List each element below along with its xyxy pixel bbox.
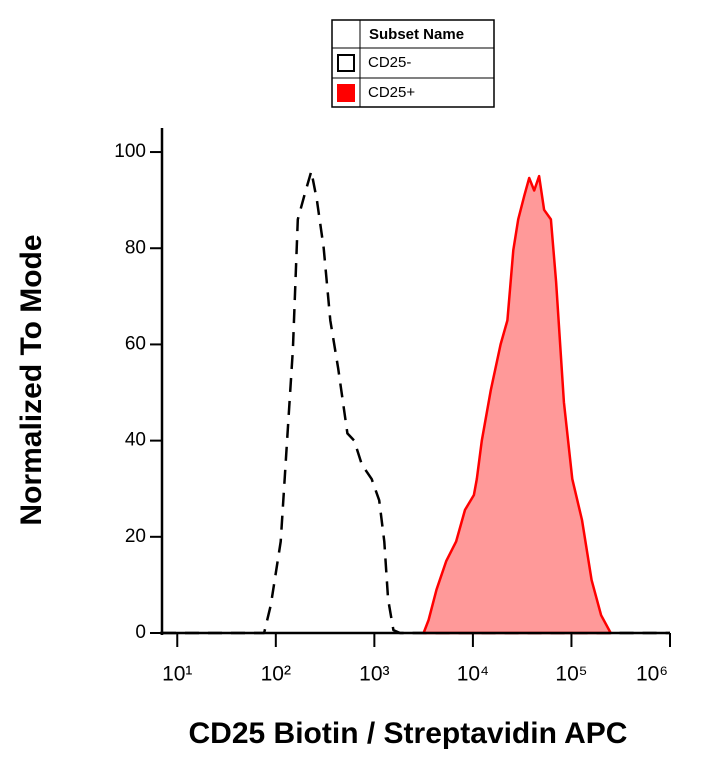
x-tick-label: 10⁶ [636,663,668,686]
y-tick-label: 80 [125,237,146,258]
legend-label: CD25- [368,54,411,71]
x-tick-label: 10¹ [162,663,192,686]
y-tick-label: 100 [114,141,146,162]
series-line [162,170,670,635]
y-tick-label: 20 [125,526,146,547]
y-tick-label: 60 [125,333,146,354]
x-tick-label: 10⁴ [457,663,489,686]
legend-swatch [337,54,355,72]
x-tick-label: 10³ [359,663,389,686]
legend-title: Subset Name [369,26,464,43]
x-tick-label: 10⁵ [555,663,587,686]
legend-box [331,19,495,108]
legend-swatch [337,84,355,102]
series-line [422,174,612,635]
legend-label: CD25+ [368,84,415,101]
x-axis-title: CD25 Biotin / Streptavidin APC [189,717,628,750]
y-tick-label: 0 [135,622,146,643]
y-tick-label: 40 [125,430,146,451]
x-tick-label: 10² [261,663,291,686]
y-axis-title: Normalized To Mode [15,234,48,525]
